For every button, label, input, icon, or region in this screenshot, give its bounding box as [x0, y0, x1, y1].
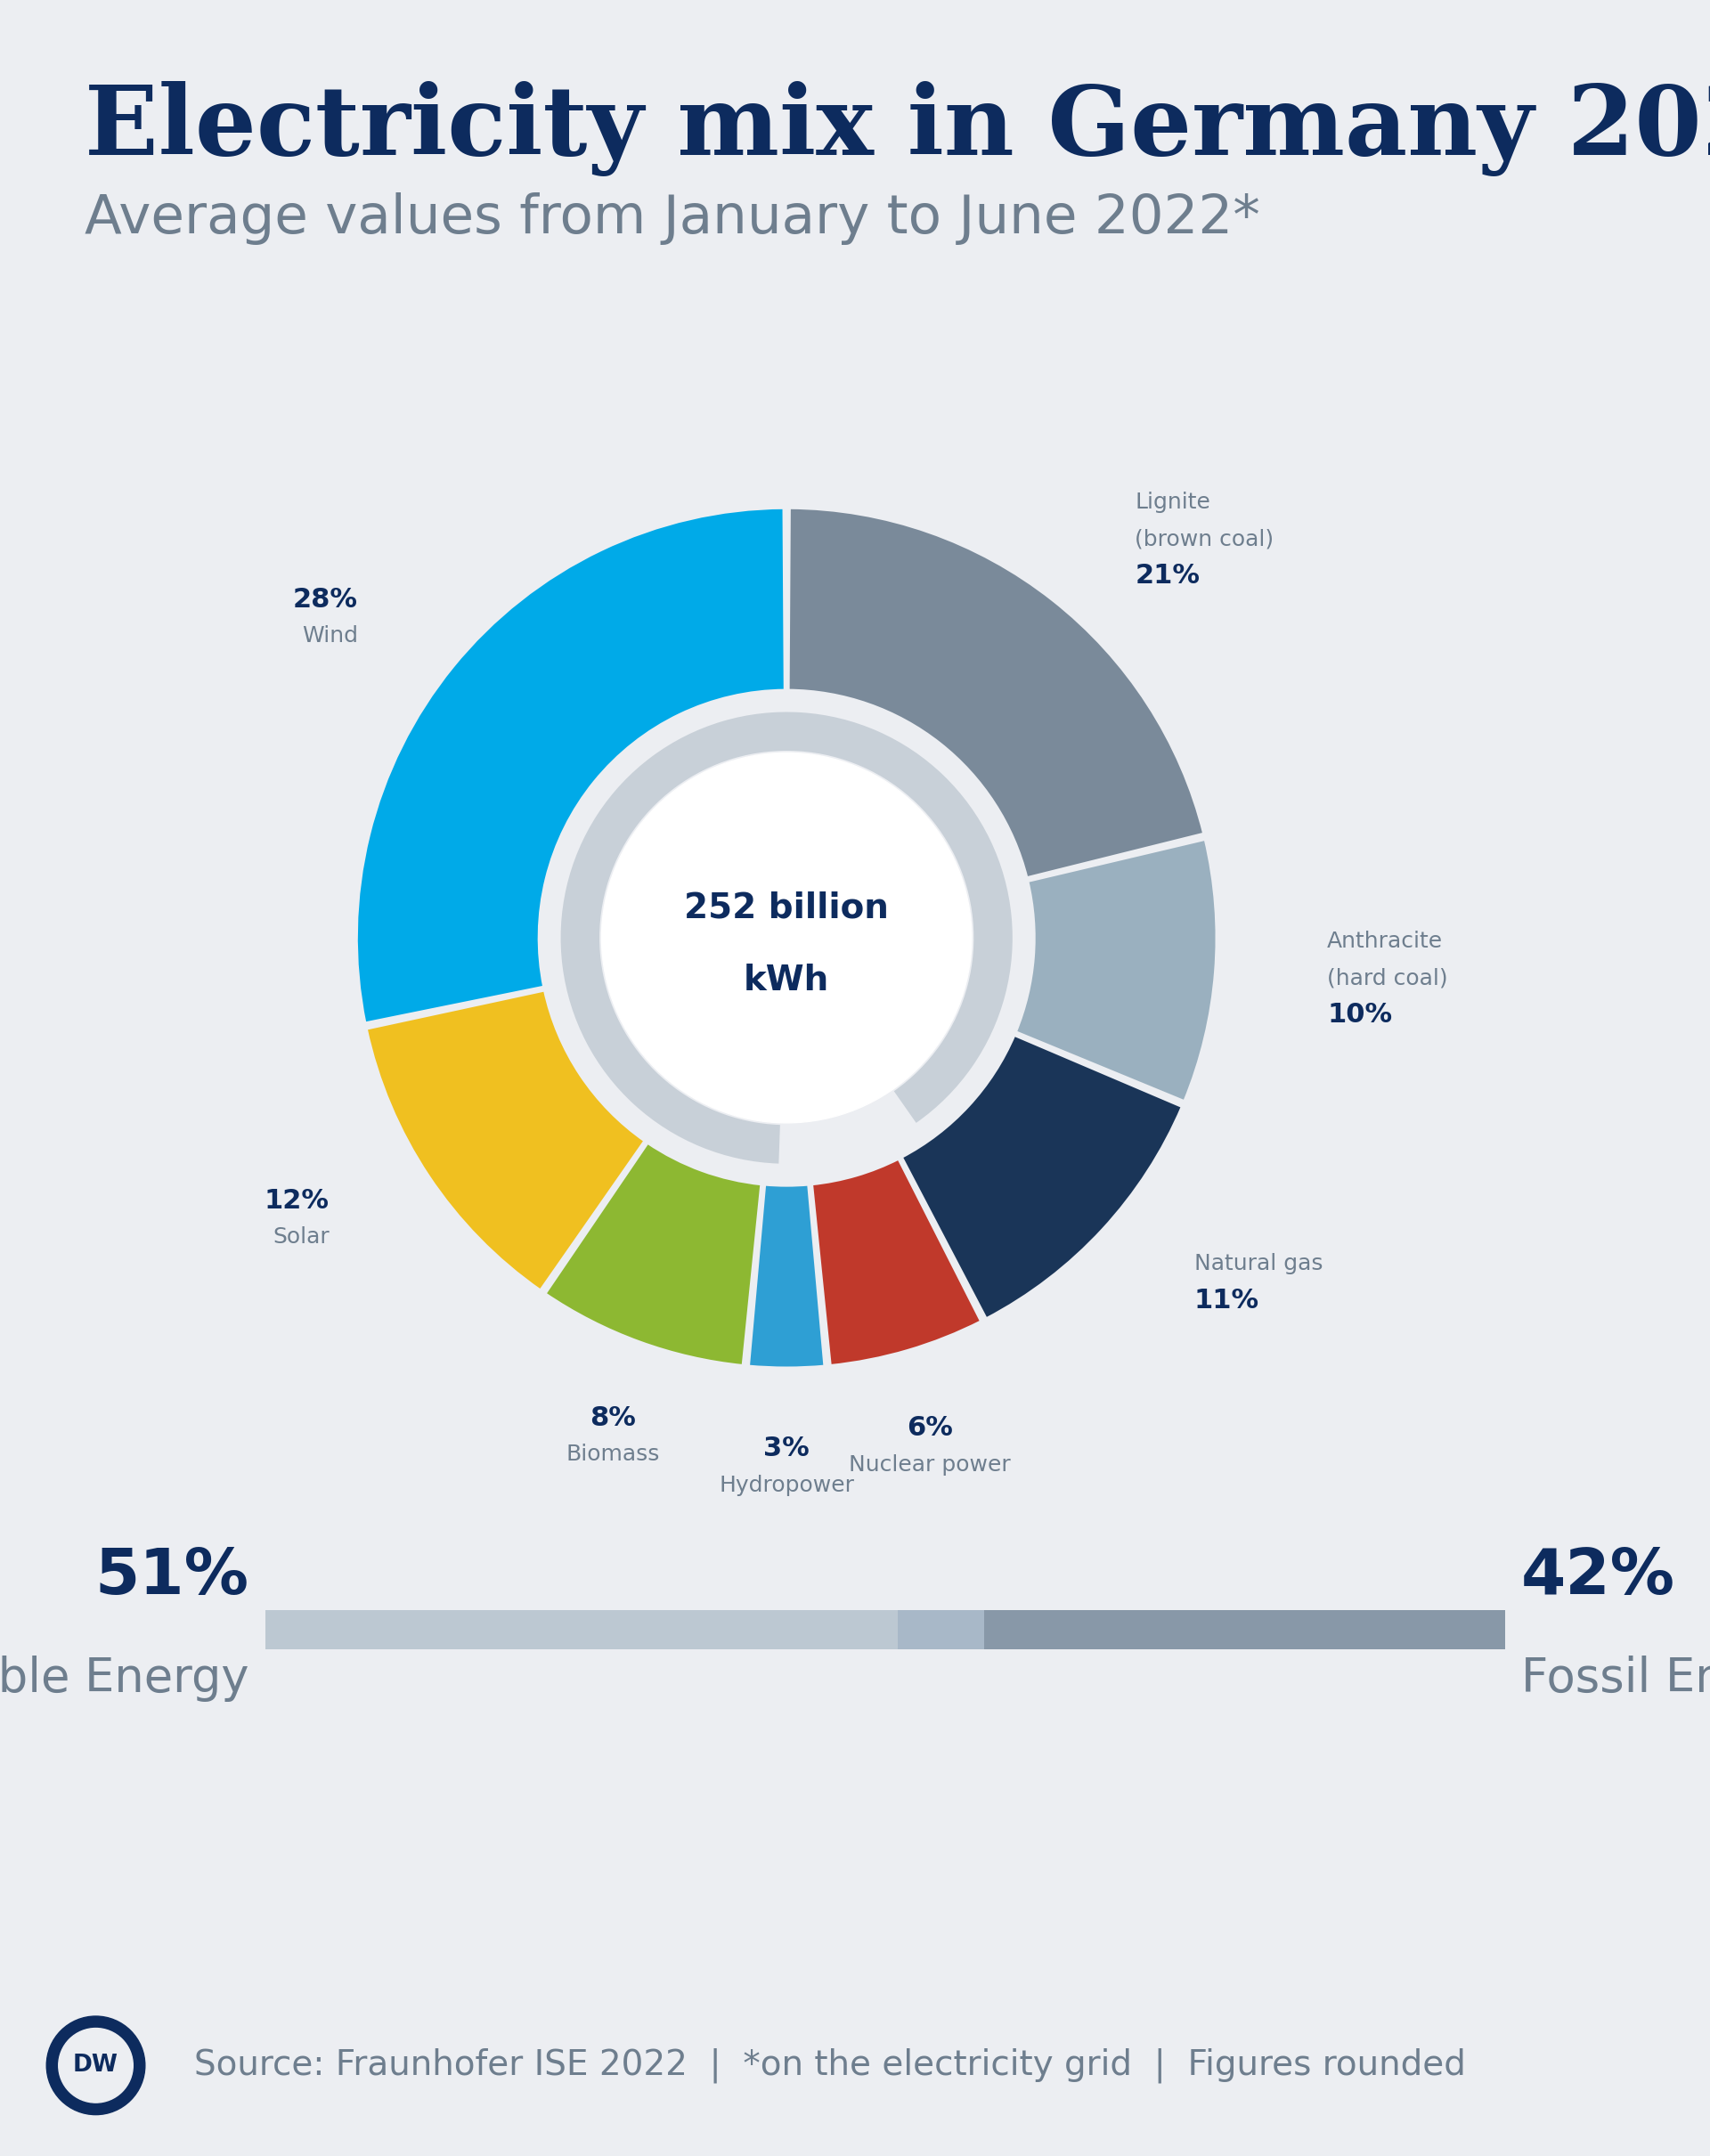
Wedge shape — [356, 507, 785, 1024]
Text: kWh: kWh — [744, 964, 829, 998]
Text: 51%: 51% — [96, 1546, 250, 1606]
Wedge shape — [366, 990, 645, 1291]
Text: 28%: 28% — [292, 586, 357, 612]
Text: Source: Fraunhofer ISE 2022  |  *on the electricity grid  |  Figures rounded: Source: Fraunhofer ISE 2022 | *on the el… — [195, 2048, 1465, 2083]
Text: Anthracite: Anthracite — [1327, 931, 1443, 953]
Text: 10%: 10% — [1327, 1003, 1392, 1028]
Text: (brown coal): (brown coal) — [1135, 528, 1274, 550]
Text: (hard coal): (hard coal) — [1327, 968, 1448, 990]
Text: Hydropower: Hydropower — [718, 1475, 855, 1496]
Text: Biomass: Biomass — [566, 1445, 660, 1466]
Wedge shape — [788, 507, 1204, 877]
Wedge shape — [901, 1035, 1182, 1319]
Bar — [898, 1611, 985, 1649]
Text: Solar: Solar — [272, 1227, 330, 1248]
Wedge shape — [561, 711, 1012, 1164]
Text: 3%: 3% — [764, 1436, 809, 1462]
Text: 8%: 8% — [590, 1406, 636, 1432]
Circle shape — [46, 2016, 145, 2115]
Bar — [985, 1611, 1505, 1649]
Text: DW: DW — [74, 2055, 118, 2076]
Text: 42%: 42% — [1520, 1546, 1674, 1606]
Text: 11%: 11% — [1194, 1287, 1259, 1313]
Text: 21%: 21% — [1135, 563, 1200, 589]
Text: Average values from January to June 2022*: Average values from January to June 2022… — [84, 192, 1260, 246]
Wedge shape — [545, 1143, 761, 1367]
Wedge shape — [1016, 839, 1218, 1102]
Circle shape — [58, 2029, 133, 2102]
Text: Wind: Wind — [303, 625, 357, 647]
Text: Renewable Energy: Renewable Energy — [0, 1656, 250, 1701]
Text: 6%: 6% — [906, 1414, 952, 1440]
Text: Lignite: Lignite — [1135, 492, 1211, 513]
Text: Fossil Energy: Fossil Energy — [1520, 1656, 1710, 1701]
Text: Natural gas: Natural gas — [1194, 1253, 1322, 1274]
Text: Electricity mix in Germany 2022: Electricity mix in Germany 2022 — [84, 82, 1710, 177]
Wedge shape — [749, 1184, 824, 1369]
Text: 252 billion: 252 billion — [684, 890, 889, 925]
Wedge shape — [812, 1158, 982, 1367]
Circle shape — [602, 752, 971, 1123]
Bar — [265, 1611, 898, 1649]
Text: 12%: 12% — [265, 1188, 330, 1214]
Text: Nuclear power: Nuclear power — [848, 1453, 1011, 1475]
